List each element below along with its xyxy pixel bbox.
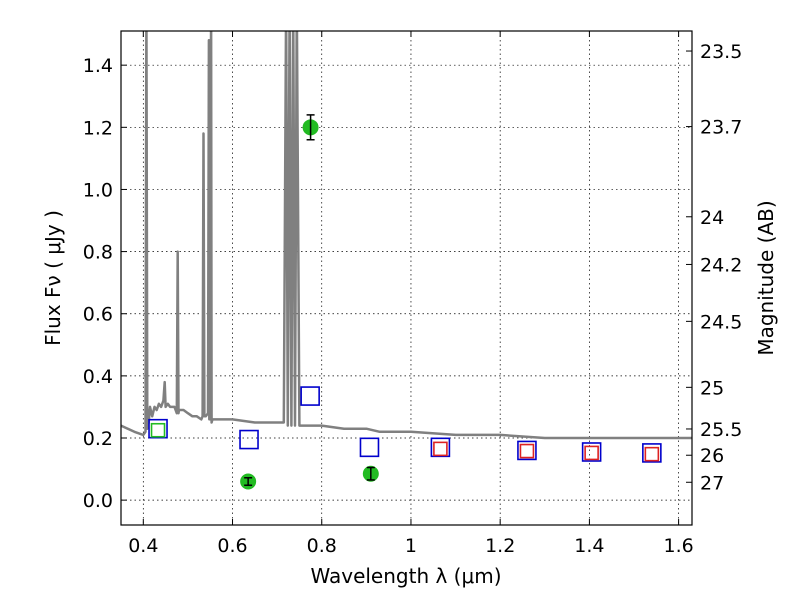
model-band-square [584,445,599,461]
mag-tick-label: 24.2 [700,254,742,276]
x-tick-label: 1.2 [485,535,515,557]
x-tick-label: 1 [405,535,417,557]
model-band-square [148,418,168,439]
mag-tick-label: 23.5 [700,41,742,63]
y-tick-label: 0.6 [83,304,113,326]
model-band-square [239,429,259,450]
model-band-square [519,443,535,459]
y-tick-label: 0.2 [83,428,113,450]
x-tick-label: 0.6 [217,535,247,557]
model-band-square [517,440,537,461]
x-tick-label: 1.4 [574,535,604,557]
model-band-square [430,437,451,458]
mag-tick-label: 23.7 [700,117,742,139]
model-band-square [150,422,166,438]
mag-tick-label: 24.5 [700,311,742,333]
mag-tick-label: 27 [700,472,724,494]
y-tick-label: 0.0 [83,490,113,512]
y-tick-label: 1.4 [83,55,113,77]
mag-tick-label: 24 [700,207,724,229]
mag-tick-label: 26 [700,445,724,467]
mag-tick-label: 25 [700,377,724,399]
y-tick-label: 0.4 [83,366,113,388]
model-band-square [300,386,320,406]
model-band-square [642,443,662,463]
plot-area [121,31,692,490]
sed-model-line [121,31,692,440]
model-band-square [359,437,380,458]
plot-frame [120,30,693,526]
grid [121,31,692,525]
y2-axis-label: Magnitude (AB) [754,200,778,355]
x-tick-label: 0.4 [128,535,158,557]
model-band-square [644,446,660,462]
x-tick-label: 0.8 [307,535,337,557]
mag-tick-label: 25.5 [700,419,742,441]
model-band-square [581,442,602,462]
y-tick-label: 1.0 [83,179,113,201]
y-tick-label: 0.8 [83,242,113,264]
model-band-square [433,441,448,457]
axes-ticks: 0.4 0.6 0.8 1 1.2 1.4 1.6 0.0 0.2 0.4 0.6 0.8 1.0 1.2… [83,31,742,557]
y-tick-label: 1.2 [83,117,113,139]
x-tick-label: 1.6 [664,535,694,557]
y-axis-label: Flux Fν ( μJy ) [41,210,65,346]
x-axis-label: Wavelength λ (μm) [310,564,501,588]
